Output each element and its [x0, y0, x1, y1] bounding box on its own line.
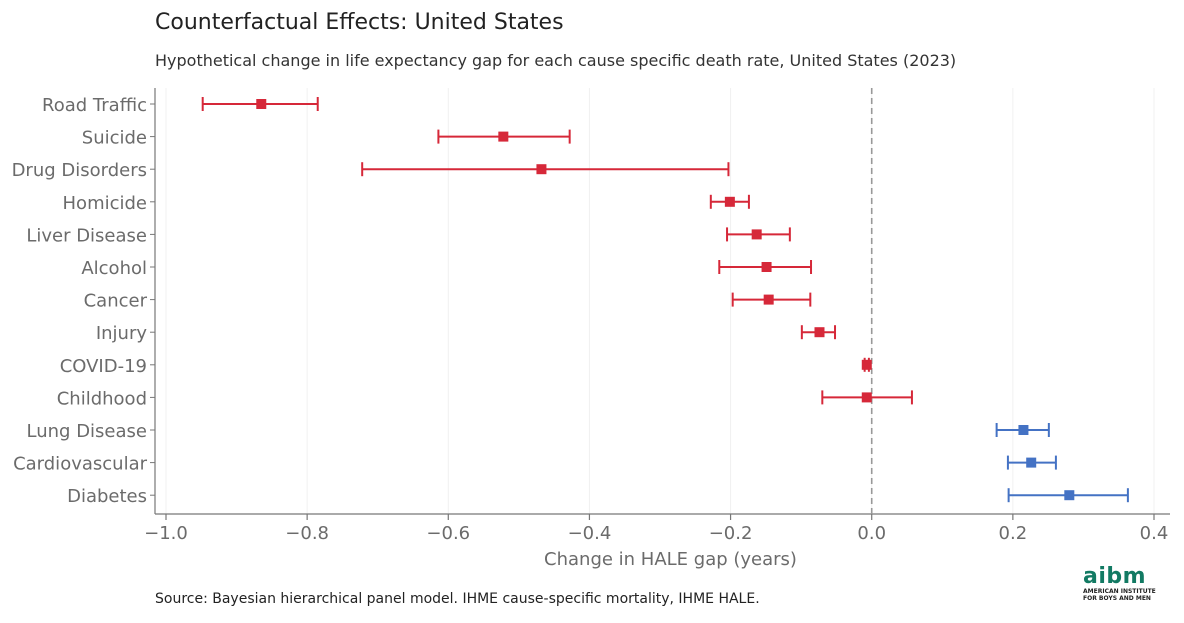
point-estimate: [861, 359, 872, 370]
category-label: Alcohol: [81, 258, 147, 279]
x-tick-label: 0.0: [857, 523, 886, 544]
point-estimate: [861, 392, 872, 403]
category-label: Road Traffic: [42, 95, 147, 116]
point-estimate: [536, 164, 547, 175]
x-tick-label: 0.2: [999, 523, 1028, 544]
x-tick-label: −1.0: [144, 523, 188, 544]
logo-line-1: AMERICAN INSTITUTE: [1083, 588, 1156, 595]
point-estimate: [1018, 425, 1029, 435]
x-tick-label: 0.4: [1140, 523, 1169, 544]
category-label: Injury: [96, 323, 148, 344]
point-estimate: [761, 262, 772, 272]
source-note: Source: Bayesian hierarchical panel mode…: [155, 591, 760, 607]
x-tick-label: −0.6: [426, 523, 470, 544]
category-label: Liver Disease: [26, 225, 147, 246]
x-tick-label: −0.4: [568, 523, 612, 544]
category-label: Childhood: [57, 388, 147, 409]
aibm-logo: aibm AMERICAN INSTITUTE FOR BOYS AND MEN: [1083, 564, 1163, 603]
point-estimate: [724, 196, 735, 207]
point-estimate: [1064, 490, 1075, 501]
point-estimate: [751, 229, 762, 240]
category-label: COVID-19: [60, 356, 147, 377]
category-label: Drug Disorders: [12, 160, 147, 181]
point-estimate: [814, 327, 825, 338]
point-estimate: [256, 99, 267, 109]
point-estimate: [763, 294, 774, 305]
point-estimate: [498, 131, 509, 142]
category-label: Lung Disease: [27, 421, 147, 442]
category-label: Suicide: [82, 128, 147, 149]
x-axis-label: Change in HALE gap (years): [544, 549, 797, 570]
x-tick-label: −0.8: [285, 523, 329, 544]
category-label: Homicide: [63, 193, 147, 214]
logo-wordmark: aibm: [1083, 564, 1147, 589]
chart-subtitle: Hypothetical change in life expectancy g…: [155, 51, 957, 70]
x-tick-label: −0.2: [709, 523, 753, 544]
point-estimate: [1026, 457, 1037, 468]
category-label: Cancer: [84, 291, 148, 312]
category-label: Diabetes: [67, 486, 147, 507]
chart-title: Counterfactual Effects: United States: [155, 10, 564, 35]
category-label: Cardiovascular: [13, 454, 148, 475]
logo-line-2: FOR BOYS AND MEN: [1083, 595, 1151, 602]
